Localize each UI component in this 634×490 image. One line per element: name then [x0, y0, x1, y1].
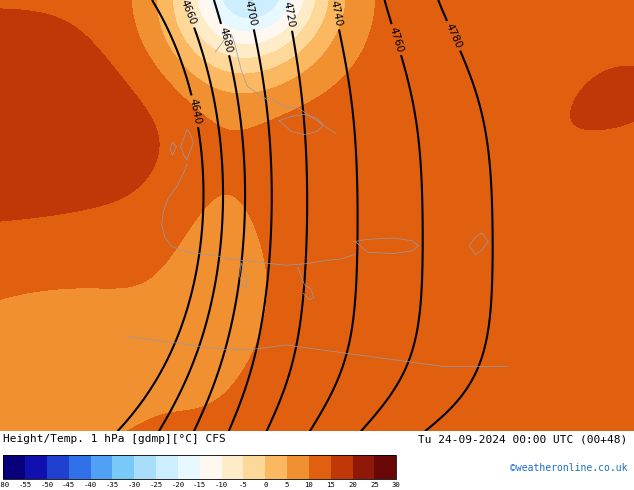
Text: 0: 0	[263, 482, 268, 488]
Bar	[112, 455, 134, 479]
Bar	[287, 455, 309, 479]
Text: 4740: 4740	[328, 0, 343, 27]
Bar	[353, 455, 375, 479]
Bar	[3, 455, 396, 479]
Bar	[309, 455, 331, 479]
Bar	[265, 455, 287, 479]
Text: 10: 10	[304, 482, 313, 488]
Text: -40: -40	[84, 482, 97, 488]
Bar	[375, 455, 396, 479]
Text: 4680: 4680	[217, 25, 233, 53]
Bar	[331, 455, 353, 479]
Text: 30: 30	[392, 482, 401, 488]
Text: -45: -45	[62, 482, 75, 488]
Text: ©weatheronline.co.uk: ©weatheronline.co.uk	[510, 463, 628, 473]
Text: 5: 5	[285, 482, 289, 488]
Bar	[221, 455, 243, 479]
Text: 4640: 4640	[188, 98, 203, 125]
Text: -80: -80	[0, 482, 10, 488]
Text: 4720: 4720	[282, 1, 297, 29]
Text: -50: -50	[41, 482, 53, 488]
Text: Tu 24-09-2024 00:00 UTC (00+48): Tu 24-09-2024 00:00 UTC (00+48)	[418, 434, 628, 444]
Text: -35: -35	[106, 482, 119, 488]
Bar	[91, 455, 112, 479]
Text: -20: -20	[171, 482, 184, 488]
Bar	[47, 455, 68, 479]
Text: 25: 25	[370, 482, 378, 488]
Text: 4660: 4660	[179, 0, 198, 26]
Bar	[3, 455, 25, 479]
Text: 4700: 4700	[243, 0, 258, 27]
Text: -30: -30	[127, 482, 141, 488]
Text: -15: -15	[193, 482, 206, 488]
Bar	[134, 455, 156, 479]
Text: 15: 15	[327, 482, 335, 488]
Text: 4780: 4780	[444, 22, 463, 50]
Text: 20: 20	[348, 482, 357, 488]
Text: -5: -5	[239, 482, 248, 488]
Bar	[200, 455, 221, 479]
Bar	[243, 455, 265, 479]
Bar	[25, 455, 47, 479]
Bar	[178, 455, 200, 479]
Text: -55: -55	[18, 482, 32, 488]
Bar	[156, 455, 178, 479]
Text: -10: -10	[215, 482, 228, 488]
Bar	[68, 455, 91, 479]
Text: 4760: 4760	[388, 25, 405, 53]
Text: Height/Temp. 1 hPa [gdmp][°C] CFS: Height/Temp. 1 hPa [gdmp][°C] CFS	[3, 434, 226, 444]
Text: -25: -25	[150, 482, 162, 488]
